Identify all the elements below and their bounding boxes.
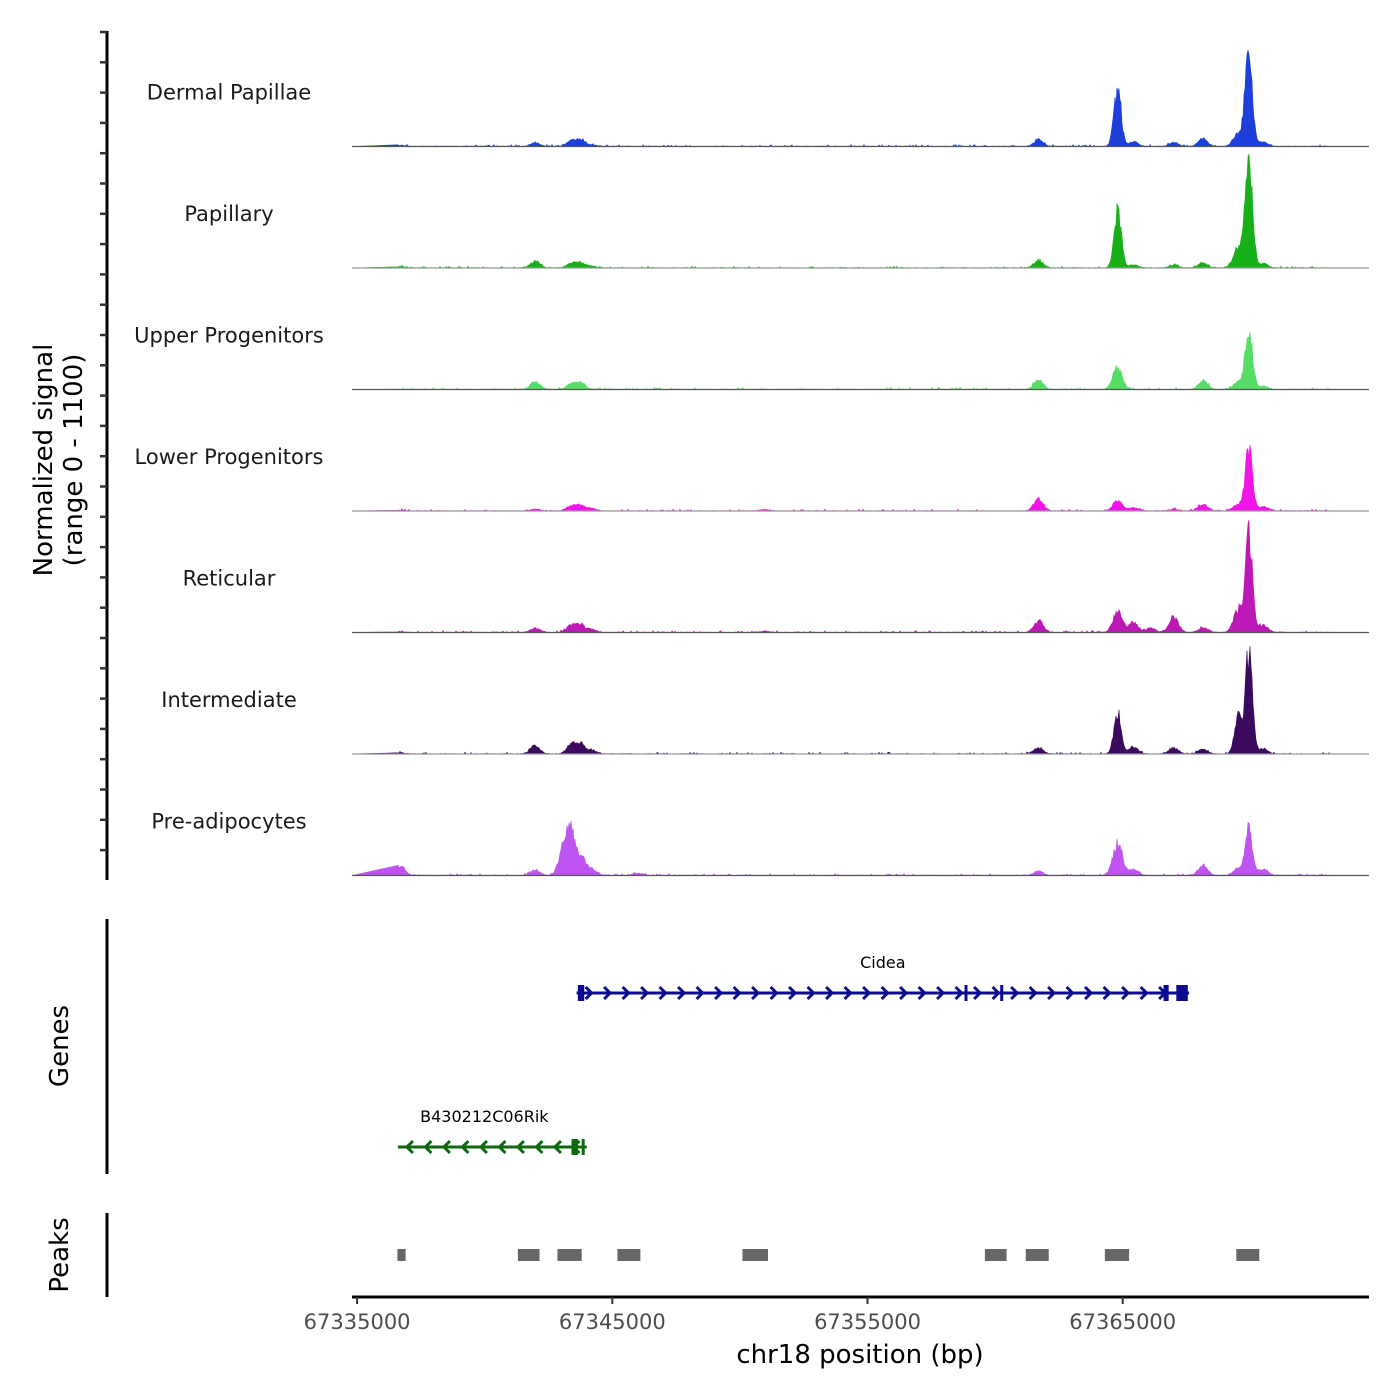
track-lower-progenitors: Lower Progenitors — [135, 444, 1369, 512]
strand-arrow — [954, 985, 964, 1001]
strand-arrow — [534, 1139, 544, 1155]
signal-area — [351, 153, 1331, 269]
track-papillary: Papillary — [184, 153, 1369, 269]
strand-arrow — [1065, 985, 1075, 1001]
y-axis-title-line2: (range 0 - 1100) — [59, 354, 89, 567]
exon — [571, 1139, 578, 1155]
strand-arrow — [1047, 985, 1057, 1001]
track-pre-adipocytes: Pre-adipocytes — [151, 810, 1369, 877]
y-axis-title-line1: Normalized signal — [29, 344, 59, 577]
exon — [1163, 985, 1169, 1001]
peak-region — [517, 1249, 540, 1261]
strand-arrow — [899, 985, 909, 1001]
track-label: Lower Progenitors — [135, 445, 324, 469]
strand-arrow — [584, 985, 594, 1001]
strand-arrow — [695, 985, 705, 1001]
strand-arrow — [1010, 985, 1020, 1001]
strand-arrow — [1139, 985, 1149, 1001]
strand-arrow — [640, 985, 650, 1001]
track-dermal-papillae: Dermal Papillae — [147, 50, 1369, 148]
strand-arrow — [621, 985, 631, 1001]
signal-y-ticks — [100, 30, 107, 852]
exon — [1000, 985, 1004, 1001]
strand-arrow — [1121, 985, 1131, 1001]
strand-arrow — [497, 1139, 507, 1155]
signal-area — [351, 519, 1331, 634]
track-reticular: Reticular — [183, 519, 1369, 634]
strand-arrow — [825, 985, 835, 1001]
strand-arrow — [751, 985, 761, 1001]
signal-area — [351, 50, 1331, 148]
strand-arrow — [423, 1139, 433, 1155]
strand-arrow — [936, 985, 946, 1001]
signal-area — [351, 646, 1331, 755]
strand-arrow — [732, 985, 742, 1001]
gene-cidea: Cidea — [576, 953, 1190, 1001]
strand-arrow — [973, 985, 983, 1001]
strand-arrow — [843, 985, 853, 1001]
strand-arrow — [1102, 985, 1112, 1001]
strand-arrow — [478, 1139, 488, 1155]
track-label: Papillary — [184, 202, 273, 226]
exon — [964, 985, 968, 1001]
track-upper-progenitors: Upper Progenitors — [134, 324, 1369, 391]
gene-label: Cidea — [860, 953, 905, 972]
strand-arrow — [515, 1139, 525, 1155]
peak-region — [1104, 1249, 1130, 1261]
x-axis-title: chr18 position (bp) — [736, 1340, 983, 1370]
signal-tracks: Dermal Papillae Papillary Upper Progenitor… — [134, 50, 1369, 877]
strand-arrow — [880, 985, 890, 1001]
peak-region — [557, 1249, 582, 1261]
strand-arrow — [677, 985, 687, 1001]
strand-arrow — [658, 985, 668, 1001]
signal-area — [351, 820, 1331, 876]
gene-annotations: Cidea B430212C06Rik — [397, 953, 1190, 1155]
track-intermediate: Intermediate — [161, 646, 1369, 755]
track-label: Intermediate — [161, 688, 297, 712]
genes-panel-label: Genes — [45, 1005, 75, 1087]
x-tick-label: 67345000 — [559, 1310, 666, 1334]
strand-arrow — [603, 985, 613, 1001]
strand-arrow — [769, 985, 779, 1001]
strand-arrow — [552, 1139, 562, 1155]
track-label: Pre-adipocytes — [151, 810, 306, 834]
exon — [581, 1139, 585, 1155]
x-axis-ticks: 67335000 67345000 67355000 67365000 — [304, 1297, 1176, 1334]
strand-arrow — [714, 985, 724, 1001]
strand-arrow — [991, 985, 1001, 1001]
strand-arrow — [788, 985, 798, 1001]
strand-arrow — [862, 985, 872, 1001]
strand-arrow — [1028, 985, 1038, 1001]
gene-label: B430212C06Rik — [420, 1107, 549, 1126]
x-tick-label: 67335000 — [304, 1310, 411, 1334]
gene-b430212c06rik: B430212C06Rik — [397, 1107, 587, 1155]
exon — [1176, 985, 1188, 1001]
track-label: Upper Progenitors — [134, 324, 324, 348]
strand-arrow — [806, 985, 816, 1001]
strand-arrow — [917, 985, 927, 1001]
peak-regions — [397, 1249, 1260, 1261]
x-tick-label: 67365000 — [1069, 1310, 1176, 1334]
strand-arrow — [460, 1139, 470, 1155]
peak-region — [397, 1249, 406, 1261]
signal-area — [351, 331, 1331, 391]
peak-region — [617, 1249, 641, 1261]
peak-region — [984, 1249, 1007, 1261]
strand-arrow — [441, 1139, 451, 1155]
peak-region — [1236, 1249, 1260, 1261]
strand-arrow — [404, 1139, 414, 1155]
peak-region — [742, 1249, 768, 1261]
peaks-panel-label: Peaks — [45, 1217, 75, 1292]
strand-arrow — [1084, 985, 1094, 1001]
x-tick-label: 67355000 — [814, 1310, 921, 1334]
track-label: Dermal Papillae — [147, 81, 311, 105]
peak-region — [1025, 1249, 1049, 1261]
signal-area — [351, 444, 1331, 512]
track-label: Reticular — [183, 567, 276, 591]
exon — [577, 985, 585, 1001]
